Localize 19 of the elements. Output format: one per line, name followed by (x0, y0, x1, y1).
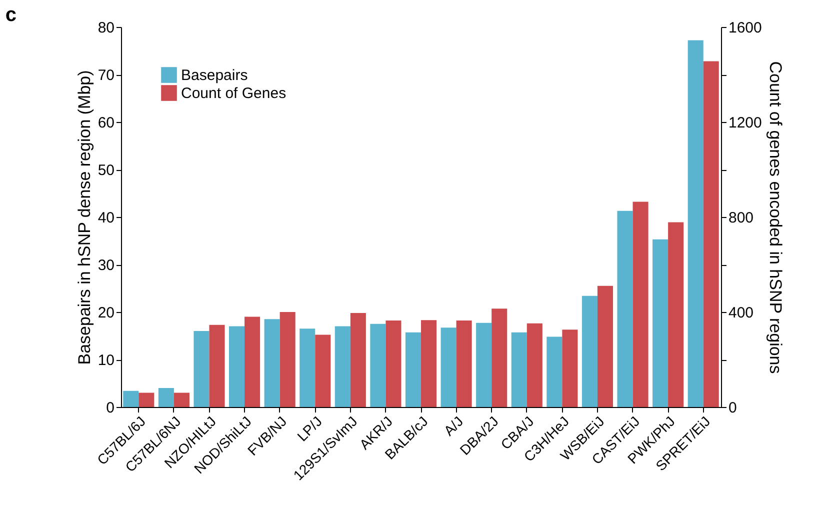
y2-tick-label: 1200 (728, 114, 762, 132)
y-tick-label: 20 (98, 304, 114, 322)
y-tick-label: 70 (98, 67, 114, 84)
y-tick-label: 0 (106, 400, 114, 416)
y2-tick-label: 0 (728, 400, 737, 416)
y-tick-label: 80 (98, 20, 114, 36)
y2-tick-label: 400 (728, 304, 754, 322)
y2-tick-label: 1600 (728, 20, 762, 36)
y-tick-label: 50 (98, 162, 114, 179)
y2-axis-title: Count of genes encoded in hSNP regions (766, 61, 785, 374)
y-tick-label: 30 (98, 257, 114, 274)
y-tick-label: 10 (98, 352, 114, 369)
legend-label: Basepairs (181, 67, 248, 84)
y-axis-title: Basepairs in hSNP dense region (Mbp) (74, 70, 94, 365)
y-tick-label: 60 (98, 114, 114, 132)
chart-title: c (5, 4, 16, 26)
y-tick-label: 40 (98, 210, 114, 226)
legend-label: Count of Genes (181, 85, 286, 102)
y2-tick-label: 800 (728, 210, 754, 226)
